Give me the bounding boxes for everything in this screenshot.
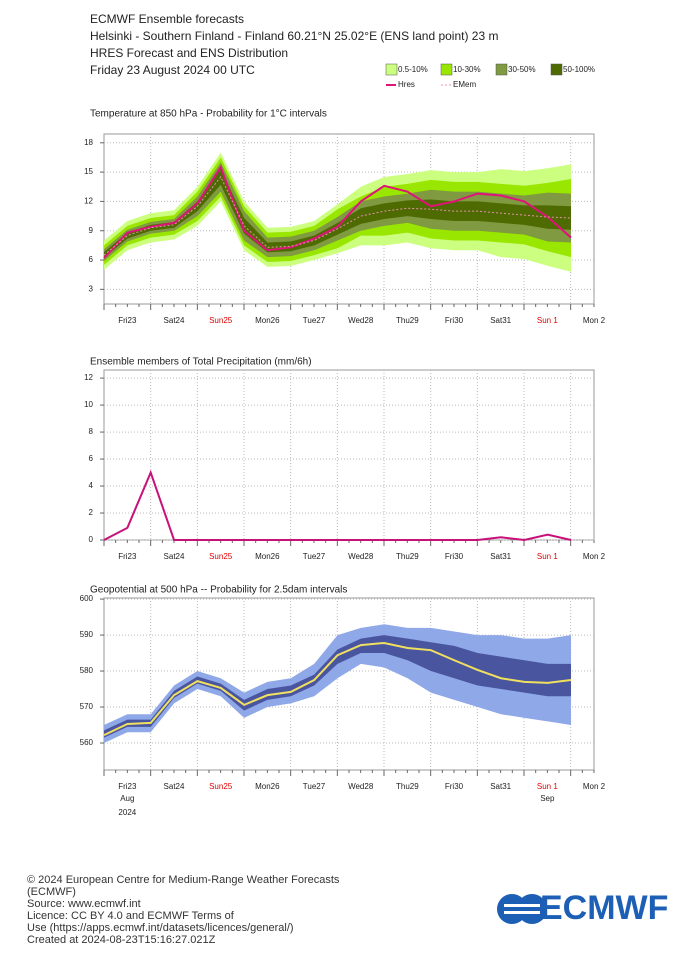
y-tick-label: 3 [89,284,94,293]
x-tick-label: Fri23 [118,316,137,325]
plot-frame [103,369,595,541]
x-tick-label: Mon 2 [583,552,606,561]
logo-text: ECMWF [540,889,668,927]
x-tick-label: Sun 1 [537,782,558,791]
x-tick-label: Thu29 [396,316,419,325]
month-label: Aug [120,794,134,803]
x-tick-label: Sun25 [209,316,233,325]
y-tick-label: 8 [89,427,94,436]
x-tick-label: Sat31 [490,552,511,561]
x-tick-label: Fri30 [445,552,464,561]
legend-swatch [385,63,398,76]
legend-label: 30-50% [508,65,536,74]
y-tick-label: 580 [80,666,94,675]
probability-band [104,162,571,262]
series-line [103,164,572,259]
x-tick-label: Sun25 [209,552,233,561]
y-tick-label: 4 [89,481,94,490]
x-tick-label: Sat24 [164,782,185,791]
legend-label: 0.5-10% [398,65,428,74]
x-tick-label: Fri23 [118,552,137,561]
x-tick-label: Mon26 [255,782,280,791]
y-tick-label: 10 [84,400,93,409]
legend-swatch [550,63,563,76]
x-tick-label: Wed28 [348,552,374,561]
logo-icon [497,894,547,924]
series-line [103,469,572,542]
legend-swatch [495,63,508,76]
footer-line: © 2024 European Centre for Medium-Range … [27,874,340,886]
year-label: 2024 [118,808,136,817]
legend-label: EMem [453,80,476,89]
y-tick-label: 12 [84,373,93,382]
header-line: Helsinki - Southern Finland - Finland 60… [90,29,498,43]
y-tick-label: 15 [84,167,93,176]
x-tick-label: Thu29 [396,552,419,561]
y-tick-label: 18 [84,138,93,147]
chart-title: Geopotential at 500 hPa -- Probability f… [90,585,347,596]
header-line: ECMWF Ensemble forecasts [90,12,244,26]
header-line: Friday 23 August 2024 00 UTC [90,63,255,77]
probability-band [104,169,571,259]
y-tick-label: 12 [84,197,93,206]
x-tick-label: Mon26 [255,316,280,325]
legend-swatch [440,63,453,76]
x-tick-label: Thu29 [396,782,419,791]
y-tick-label: 2 [89,508,94,517]
series-line [103,641,572,736]
legend-label: 10-30% [453,65,481,74]
x-tick-label: Mon 2 [583,782,606,791]
legend-label: 50-100% [563,65,595,74]
footer-line: Source: www.ecmwf.int [27,898,141,910]
x-tick-label: Sun 1 [537,316,558,325]
x-tick-label: Tue27 [303,552,326,561]
legend-label: Hres [398,80,415,89]
x-tick-label: Tue27 [303,316,326,325]
chart-title: Ensemble members of Total Precipitation … [90,357,312,368]
x-tick-label: Tue27 [303,782,326,791]
series-line [103,176,572,256]
x-tick-label: Mon26 [255,552,280,561]
footer-line: Use (https://apps.ecmwf.int/datasets/lic… [27,922,294,934]
x-tick-label: Sat31 [490,316,511,325]
x-tick-label: Sat24 [164,316,185,325]
x-tick-label: Mon 2 [583,316,606,325]
x-tick-label: Wed28 [348,316,374,325]
footer-line: Created at 2024-08-23T15:16:27.021Z [27,934,216,946]
header-line: HRES Forecast and ENS Distribution [90,46,288,60]
x-tick-label: Sat31 [490,782,511,791]
x-tick-label: Sun 1 [537,552,558,561]
footer-line: (ECMWF) [27,886,76,898]
y-tick-label: 570 [80,702,94,711]
y-tick-label: 6 [89,454,94,463]
x-tick-label: Fri23 [118,782,137,791]
x-tick-label: Sun25 [209,782,233,791]
x-tick-label: Sat24 [164,552,185,561]
y-tick-label: 590 [80,630,94,639]
y-tick-label: 9 [89,226,94,235]
x-tick-label: Wed28 [348,782,374,791]
footer-line: Licence: CC BY 4.0 and ECMWF Terms of [27,910,235,922]
y-tick-label: 0 [89,535,94,544]
chart-title: Temperature at 850 hPa - Probability for… [90,109,327,120]
y-tick-label: 560 [80,738,94,747]
x-tick-label: Fri30 [445,782,464,791]
month-label: Sep [540,794,555,803]
x-tick-label: Fri30 [445,316,464,325]
y-tick-label: 600 [80,594,94,603]
y-tick-label: 6 [89,255,94,264]
